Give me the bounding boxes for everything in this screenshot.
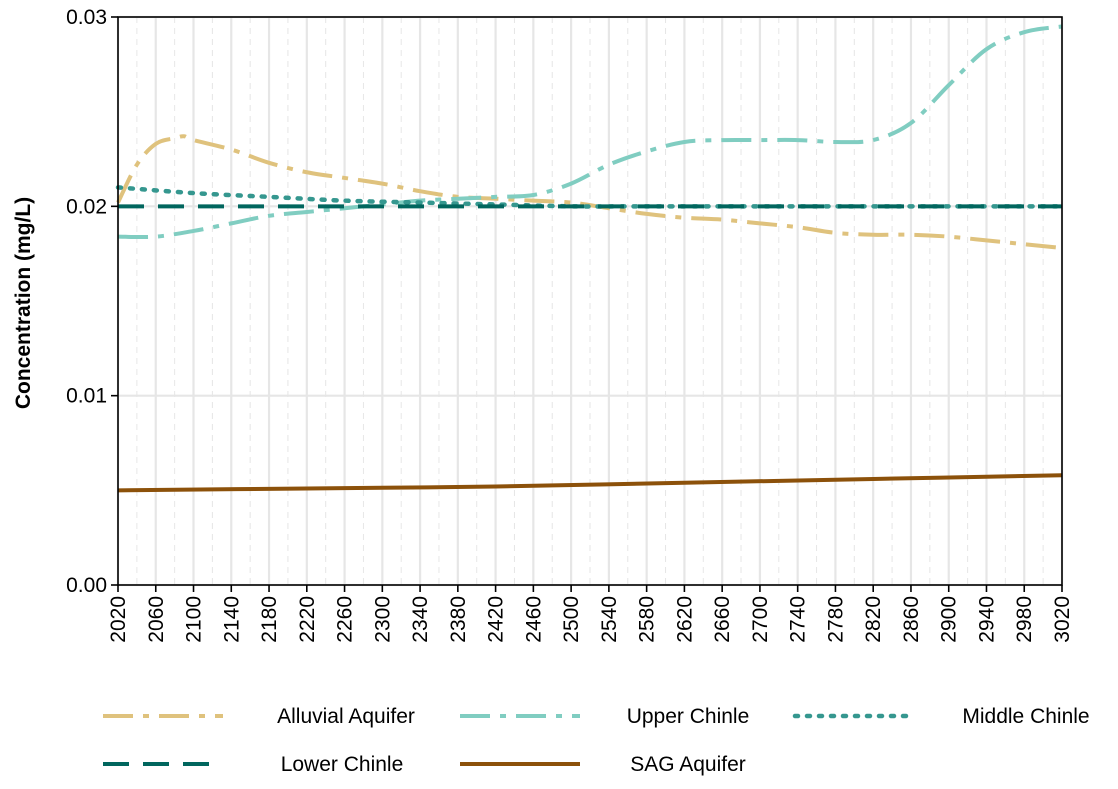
y-tick-label: 0.01: [66, 385, 107, 408]
x-tick-label: 2580: [636, 596, 659, 643]
legend-label-1: Alluvial Aquifer: [277, 705, 415, 728]
x-tick-label: 2900: [938, 596, 961, 643]
x-tick-label: 2820: [862, 596, 885, 643]
x-tick-label: 2220: [296, 596, 319, 643]
x-tick-label: 2460: [522, 596, 545, 643]
x-tick-label: 2980: [1013, 596, 1036, 643]
y-axis-title: Concentration (mg/L): [12, 197, 35, 409]
series-line-5: [117, 473, 1063, 493]
y-axis: 0.00 0.01 0.02 0.03: [66, 6, 118, 597]
x-tick-label: 2340: [409, 596, 432, 643]
legend: Alluvial Aquifer Upper Chinle Middle Chinl…: [103, 705, 1090, 776]
series-line-1: [116, 134, 1063, 250]
x-tick-label: 2380: [447, 596, 470, 643]
x-tick-label: 3020: [1051, 596, 1074, 643]
legend-label-4: Lower Chinle: [281, 753, 404, 776]
x-tick-label: 2940: [975, 596, 998, 643]
legend-label-5: SAG Aquifer: [630, 753, 746, 776]
plot-frame: [117, 16, 1063, 586]
x-tick-label: 2740: [787, 596, 810, 643]
x-tick-label: 2420: [485, 596, 508, 643]
series-layer: [115, 24, 1065, 493]
x-tick-label: 2100: [183, 596, 206, 643]
minor-grid: [136, 17, 1044, 585]
x-tick-label: 2860: [900, 596, 923, 643]
x-tick-label: 2620: [673, 596, 696, 643]
x-tick-label: 2500: [560, 596, 583, 643]
x-tick-label: 2660: [711, 596, 734, 643]
major-grid: [116, 15, 1064, 587]
y-tick-label: 0.02: [66, 195, 107, 218]
series-line-2: [117, 24, 1063, 240]
x-tick-label: 2140: [220, 596, 243, 643]
legend-label-3: Middle Chinle: [962, 705, 1089, 728]
x-tick-label: 2020: [107, 596, 130, 643]
x-axis: 2020 2060 2100 2140 2180 2220 2260 2300 2340 2380…: [107, 585, 1074, 643]
legend-label-2: Upper Chinle: [627, 705, 750, 728]
x-tick-label: 2540: [598, 596, 621, 643]
x-tick-label: 2780: [824, 596, 847, 643]
x-tick-label: 2300: [371, 596, 394, 643]
x-tick-label: 2180: [258, 596, 281, 643]
y-tick-label: 0.03: [66, 6, 107, 29]
y-tick-label: 0.00: [66, 574, 107, 597]
x-tick-label: 2260: [334, 596, 357, 643]
x-tick-label: 2700: [749, 596, 772, 643]
x-tick-label: 2060: [145, 596, 168, 643]
